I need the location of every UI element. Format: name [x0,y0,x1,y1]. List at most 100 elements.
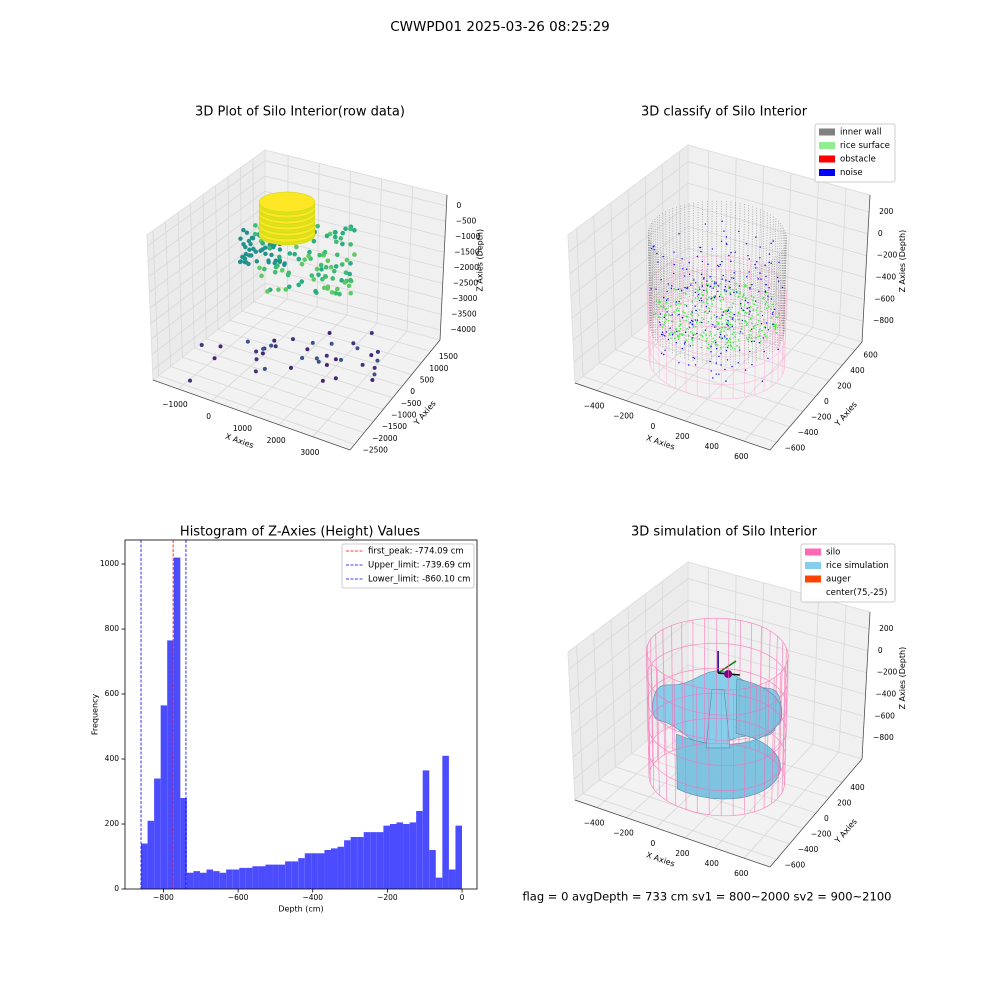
surface-dot [697,289,699,292]
grid-line [215,185,403,387]
z-tick-label: −4000 [450,325,476,334]
x-gridline-group [655,165,764,412]
y-tick-label: 200 [837,382,852,391]
surface-dot [694,297,697,299]
surface-dot [700,334,702,337]
surface-dot [728,312,731,315]
surface-dot [754,336,757,339]
noise-dot [717,264,719,267]
silo-line [696,686,698,813]
point [327,330,332,335]
noise-dot [701,260,704,263]
noise-dot [759,246,761,248]
point [339,278,344,283]
noise-dot [653,245,655,247]
surface-dot [711,303,714,305]
surface-dot [719,346,722,349]
inner-wall [783,231,786,327]
grid-line [610,202,804,412]
point [342,280,348,285]
silo-line [738,620,741,746]
noise-dot [709,285,712,288]
point [375,349,380,354]
point [272,269,278,275]
noise-dot [729,293,732,295]
point [333,264,339,269]
bar [304,853,312,889]
noise-dot [723,289,726,291]
y-tick-label: 0 [824,814,829,823]
surface-dot [775,323,777,326]
noise-dot [683,275,686,277]
point [254,349,259,354]
surface-dot [714,339,716,342]
grid-line [596,150,709,391]
silo-line [781,304,785,376]
surface-dot [669,314,672,317]
point [292,251,297,257]
grid-line [568,578,870,670]
silo-ring [648,742,786,817]
noise-dot [715,362,717,364]
point [257,265,262,271]
x-gridline-group [278,178,382,426]
silo-line [767,630,771,757]
surface-dot [742,293,745,295]
silo-line [671,625,674,751]
inner-wall [676,205,678,301]
noise-dot [695,309,697,312]
grid-line [570,621,867,714]
bar [147,820,155,889]
x-gridline-group [743,188,847,442]
point [287,251,293,256]
chart-title: 3D Plot of Silo Interior(row data) [195,105,405,120]
x-tick-label: 400 [705,442,720,451]
surface-dot [734,348,736,350]
noise-dot [781,286,784,289]
silo-line [771,315,774,387]
bar [429,850,436,889]
bar [154,778,161,889]
noise-dot [751,364,753,366]
axis-line [861,611,871,760]
point [279,267,285,273]
surface-dot [673,311,676,313]
silo-line [650,639,654,765]
surface-dot [737,318,739,321]
silo-line [646,651,650,777]
z-tick-label: 0 [878,229,883,238]
noise-dot [723,335,726,337]
illustration [647,199,787,382]
surface-dot [713,285,715,288]
inner-wall [670,257,673,354]
noise-dot [721,220,723,222]
silo-line [763,319,766,392]
point [330,276,336,281]
noise-dot [727,309,730,311]
surface-dot [764,303,767,305]
inner-wall [683,263,685,359]
noise-dot [663,316,665,319]
surface-dot [770,308,773,311]
bar [278,864,286,889]
surface-dot [739,292,741,295]
surface-dot [689,331,692,333]
legend-label: center(75,-25) [826,588,887,598]
legend-swatch [819,169,835,176]
surface-dot [732,328,735,331]
noise-dot [723,230,725,232]
legend-label: Lower_limit: -860.10 cm [368,575,470,585]
surface-dot [770,295,773,298]
noise-dot [694,291,697,294]
noise-dot [700,250,702,253]
surface-dot [728,337,731,340]
point [310,340,315,345]
y-tick-label: −500 [401,399,422,408]
surface-dot [702,294,704,297]
point [315,223,320,229]
inner-wall [649,223,652,319]
x-tick-label: −200 [613,412,634,421]
surface-dot [773,323,775,326]
silo-line [749,260,752,332]
surface-dot [657,316,660,318]
